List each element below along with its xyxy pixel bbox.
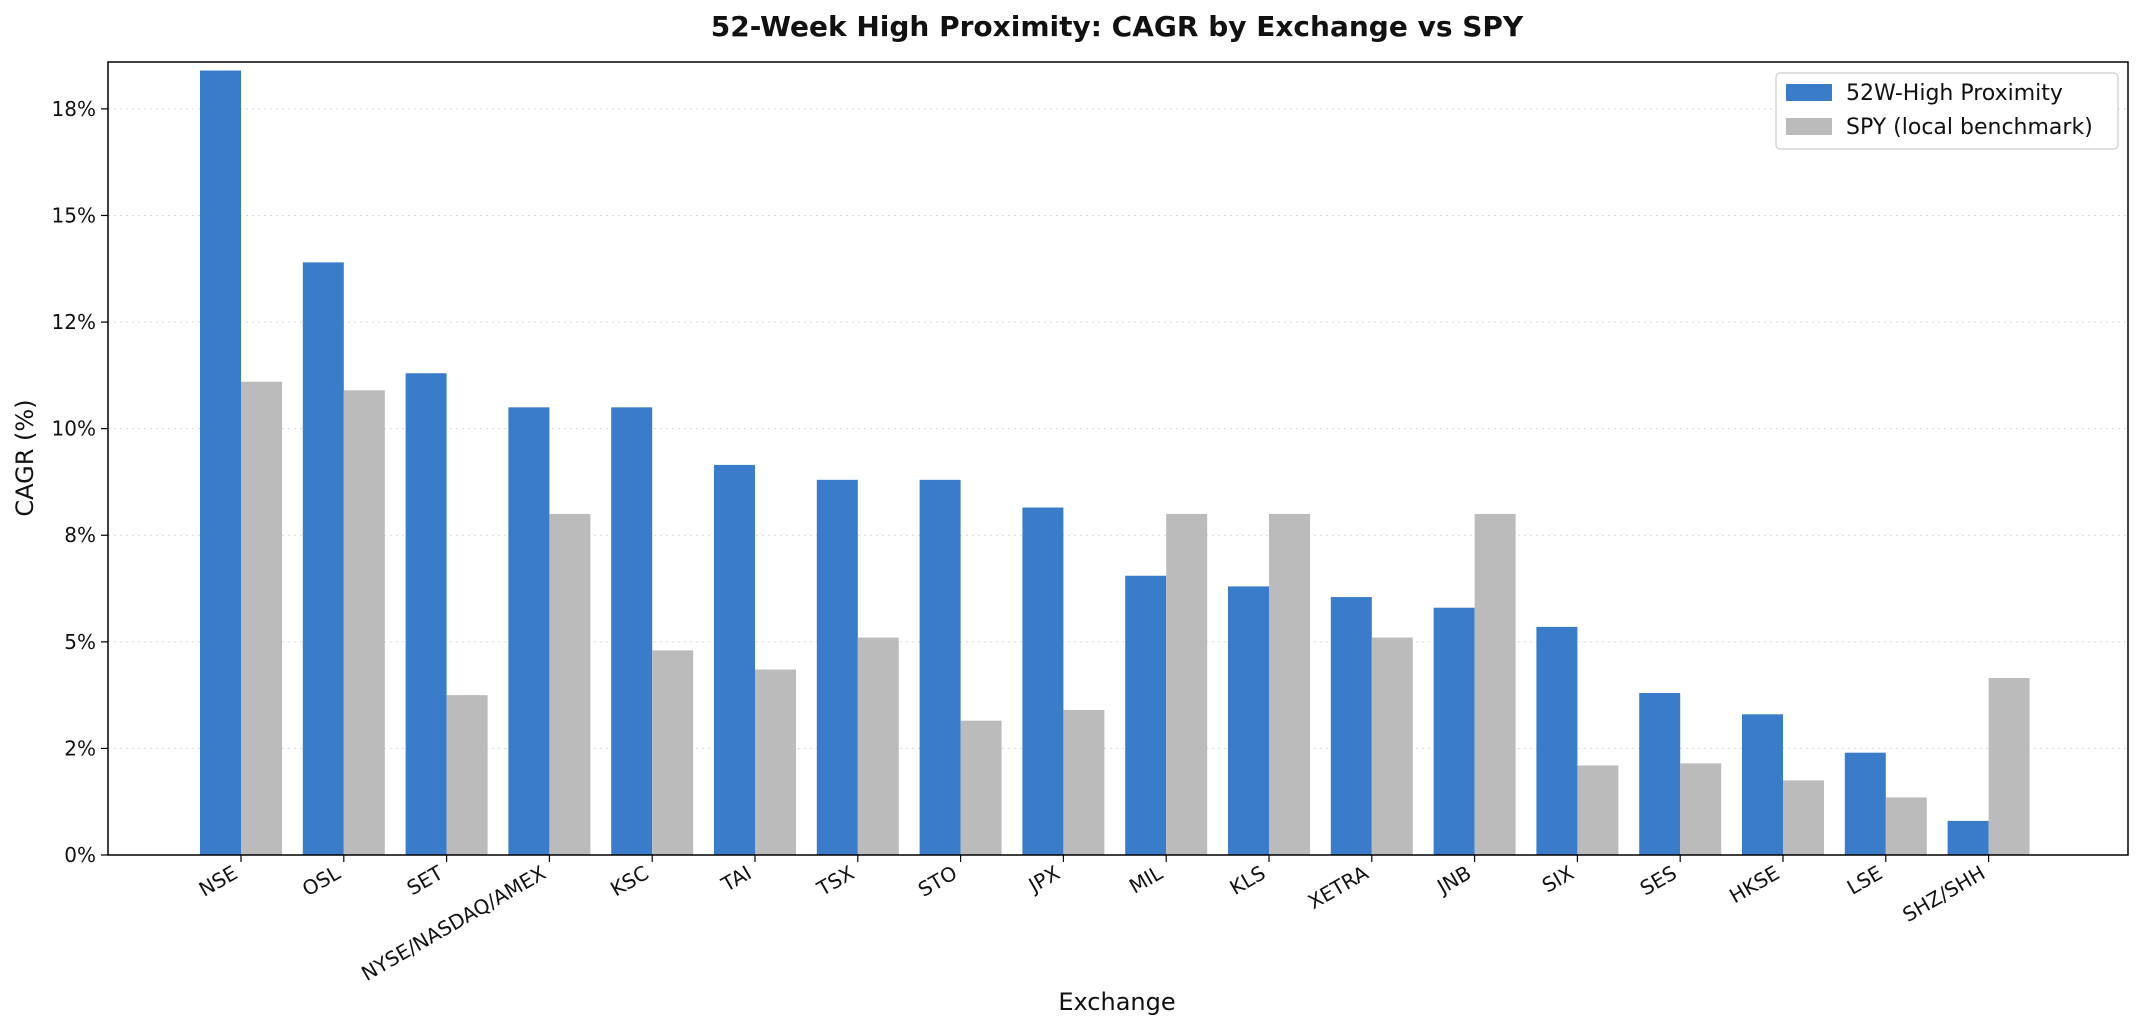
legend-label: SPY (local benchmark)	[1846, 115, 2093, 140]
y-tick-label: 15%	[52, 203, 96, 227]
bar-52w-high-nse	[200, 70, 241, 856]
bar-52w-high-mil	[1125, 575, 1167, 855]
bar-spy-kls	[1269, 513, 1310, 855]
legend-swatch	[1786, 118, 1832, 135]
legend-box	[1775, 72, 2119, 150]
y-tick-label: 0%	[64, 843, 96, 867]
y-tick-label: 2%	[64, 736, 96, 760]
bar-spy-lse	[1885, 797, 1927, 855]
chart-title: 52-Week High Proximity: CAGR by Exchange…	[711, 10, 1524, 43]
bar-52w-high-sto	[919, 479, 961, 855]
bar-spy-shz-shh	[1988, 678, 2030, 855]
plot-frame	[107, 61, 2129, 856]
bar-spy-xetra	[1371, 637, 1413, 855]
bar-52w-high-xetra	[1330, 597, 1372, 855]
bar-spy-jpx	[1063, 710, 1105, 855]
bar-52w-high-lse	[1844, 752, 1886, 855]
bar-spy-tsx	[857, 637, 899, 855]
bar-52w-high-ses	[1639, 692, 1681, 855]
bar-spy-sto	[960, 720, 1002, 855]
bar-spy-set	[446, 695, 488, 855]
y-axis-label: CAGR (%)	[11, 399, 39, 516]
bar-spy-ksc	[652, 650, 694, 855]
bar-spy-hkse	[1783, 780, 1824, 855]
y-tick-label: 18%	[52, 97, 96, 121]
y-tick-label: 10%	[52, 417, 96, 441]
bar-52w-high-jnb	[1433, 607, 1475, 855]
y-axis: 0% 2% 5% 8% 10% 12% 15% 18%	[52, 97, 108, 867]
legend: 52W-High Proximity SPY (local benchmark)	[1775, 72, 2119, 150]
bar-52w-high-nyse-nasdaq-amex	[508, 407, 550, 855]
bar-52w-high-ksc	[611, 407, 653, 855]
bar-52w-high-kls	[1228, 586, 1269, 855]
x-axis-label: Exchange	[1058, 988, 1175, 1016]
bar-52w-high-jpx	[1022, 507, 1064, 855]
bar-52w-high-tai	[714, 464, 755, 855]
y-tick-label: 8%	[64, 523, 96, 547]
bar-spy-nse	[241, 381, 282, 855]
bar-spy-osl	[343, 390, 385, 855]
bar-52w-high-set	[405, 373, 447, 855]
bars	[200, 70, 2030, 856]
bar-52w-high-osl	[302, 262, 344, 855]
bar-52w-high-hkse	[1742, 714, 1783, 855]
bar-spy-mil	[1166, 513, 1208, 855]
bar-52w-high-tsx	[816, 479, 858, 855]
y-tick-label: 5%	[64, 630, 96, 654]
legend-label: 52W-High Proximity	[1846, 81, 2063, 106]
bar-spy-ses	[1680, 763, 1722, 855]
legend-swatch	[1786, 84, 1832, 101]
bar-52w-high-six	[1536, 626, 1578, 855]
bar-spy-nyse-nasdaq-amex	[549, 513, 591, 855]
bar-spy-six	[1577, 765, 1619, 855]
bar-spy-tai	[755, 669, 796, 855]
y-tick-label: 12%	[52, 310, 96, 334]
bar-spy-jnb	[1474, 513, 1516, 855]
bar-52w-high-shz-shh	[1947, 820, 1989, 855]
